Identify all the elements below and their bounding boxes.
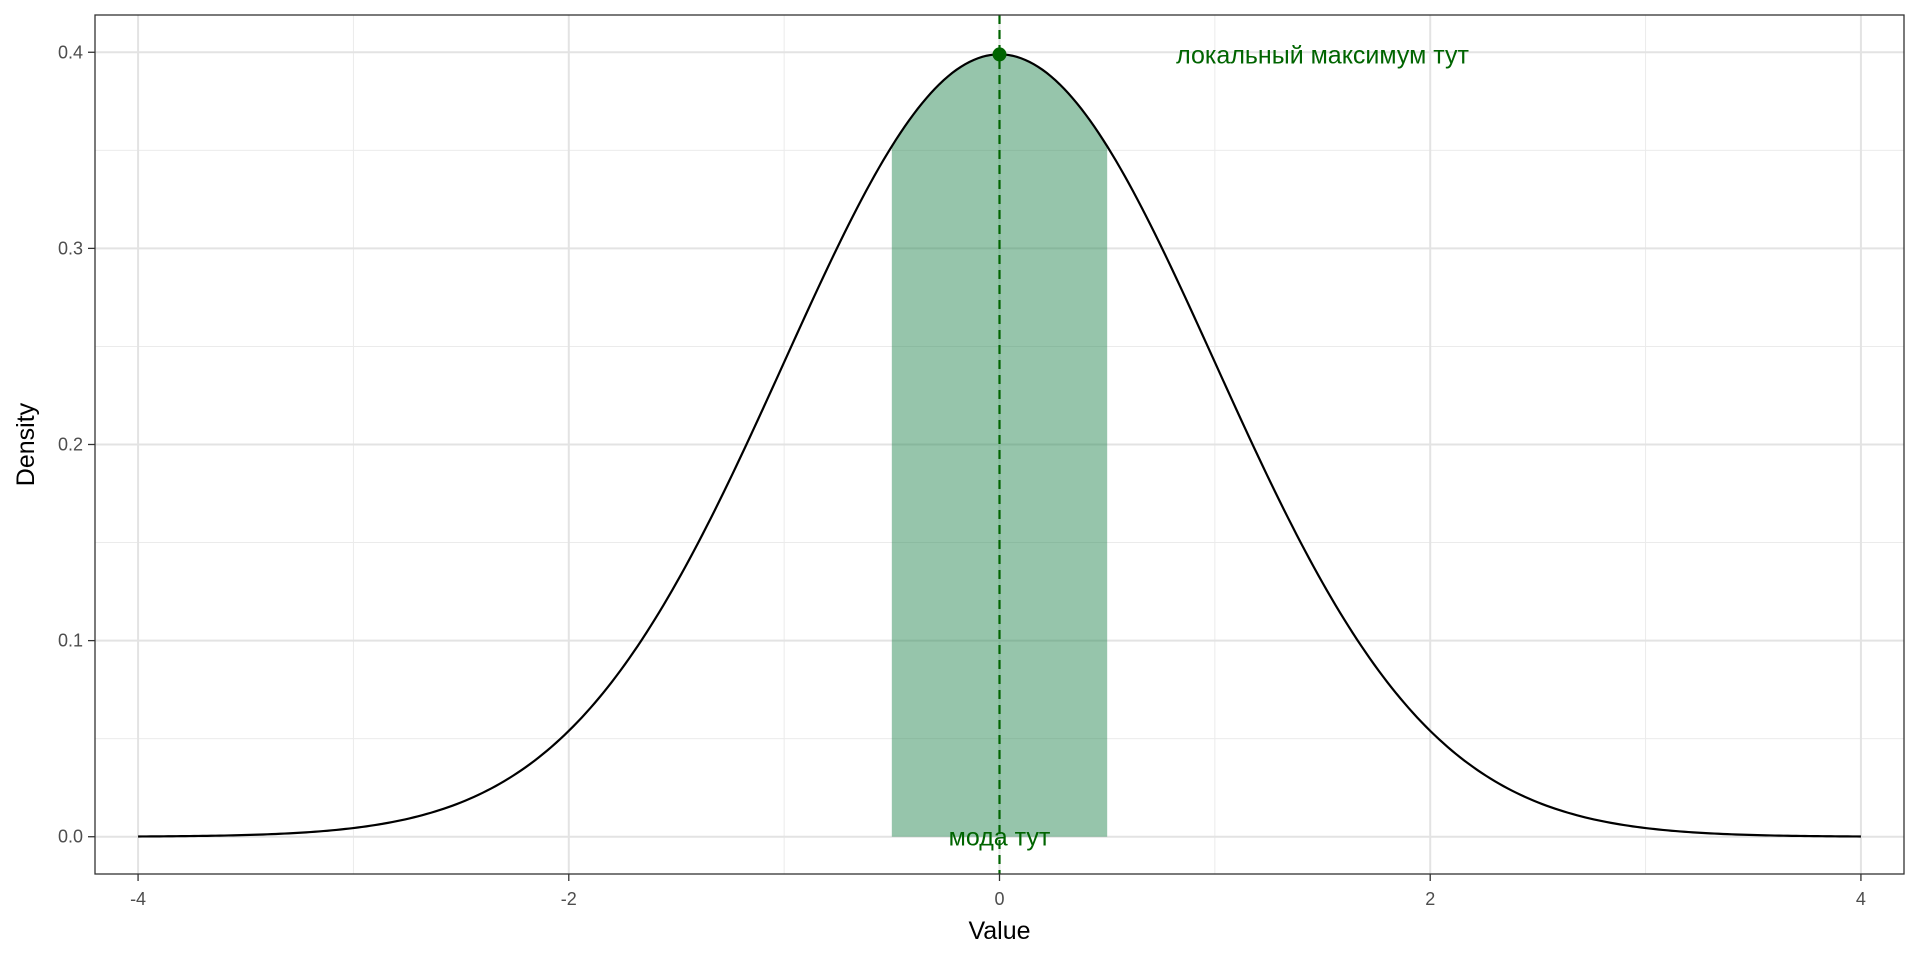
mode-point bbox=[992, 47, 1007, 62]
y-tick-label: 0.4 bbox=[58, 42, 83, 62]
mode-point-layer bbox=[992, 47, 1007, 62]
y-axis-ticks: 0.0 0.1 0.2 0.3 0.4 bbox=[58, 42, 95, 847]
x-tick-label: -4 bbox=[130, 889, 146, 909]
x-tick-label: 0 bbox=[994, 889, 1004, 909]
x-tick-label: 2 bbox=[1425, 889, 1435, 909]
shaded-region bbox=[891, 54, 1108, 837]
y-tick-label: 0.1 bbox=[58, 631, 83, 651]
shaded-region-layer bbox=[891, 54, 1108, 837]
y-tick-label: 0.3 bbox=[58, 238, 83, 258]
local-max-annotation: локальный максимум тут bbox=[1176, 41, 1469, 69]
x-tick-label: -2 bbox=[561, 889, 577, 909]
y-tick-label: 0.2 bbox=[58, 435, 83, 455]
annotation-layer: локальный максимум тут мода тут bbox=[949, 41, 1470, 851]
y-tick-label: 0.0 bbox=[58, 827, 83, 847]
x-axis-ticks: -4 -2 0 2 4 bbox=[130, 874, 1866, 909]
y-axis-title: Density bbox=[12, 402, 40, 486]
mode-annotation: мода тут bbox=[949, 824, 1051, 852]
x-tick-label: 4 bbox=[1856, 889, 1866, 909]
x-axis-title: Value bbox=[968, 917, 1030, 945]
